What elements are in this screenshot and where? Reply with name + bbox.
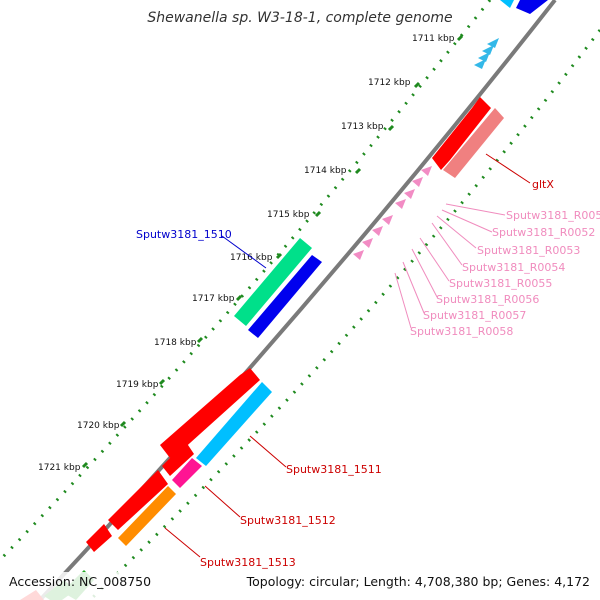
tick-mark xyxy=(314,210,322,218)
trna-leader-lines xyxy=(394,203,506,329)
leader-r0054 xyxy=(431,222,463,266)
cds-red-lower-c[interactable] xyxy=(108,470,168,530)
leader-r0057 xyxy=(402,261,425,314)
tick-label-1711: 1711 kbp xyxy=(412,34,455,44)
tick-mark xyxy=(413,81,421,89)
tick-label-1712: 1712 kbp xyxy=(368,78,411,88)
label-sputw3181-1512: Sputw3181_1512 xyxy=(240,514,336,527)
tick-mark xyxy=(81,461,89,469)
leader-1512 xyxy=(204,485,241,518)
leader-r0055 xyxy=(419,237,450,282)
trna-cluster-top xyxy=(474,38,499,69)
leader-1511 xyxy=(249,435,287,468)
leader-r0056 xyxy=(411,248,438,298)
leader-r0051 xyxy=(445,203,506,216)
tick-label-1719: 1719 kbp xyxy=(116,380,159,390)
label-r0055: Sputw3181_R0055 xyxy=(449,277,552,290)
cds-red-lower-a[interactable] xyxy=(160,368,260,458)
cds-sputw3181-1513[interactable] xyxy=(118,486,176,546)
tick-label-1714: 1714 kbp xyxy=(304,166,347,176)
tick-mark xyxy=(235,294,243,302)
trna-arrow[interactable] xyxy=(404,189,415,199)
leader-1510 xyxy=(221,235,267,269)
tick-mark xyxy=(456,34,464,42)
label-r0057: Sputw3181_R0057 xyxy=(423,309,526,322)
label-r0058: Sputw3181_R0058 xyxy=(410,325,513,338)
footer-backdrop xyxy=(0,572,600,600)
trna-arrow[interactable] xyxy=(482,45,494,55)
cds-teal[interactable] xyxy=(234,238,312,326)
cds-partial-top-cyan[interactable] xyxy=(500,0,514,8)
trna-arrow[interactable] xyxy=(474,59,486,69)
trna-arrow[interactable] xyxy=(353,250,364,260)
cds-gltx[interactable] xyxy=(443,108,504,178)
leader-r0053 xyxy=(436,215,477,249)
trna-arrow[interactable] xyxy=(362,238,373,248)
tick-label-1717: 1717 kbp xyxy=(192,294,235,304)
cds-sputw3181-1511[interactable] xyxy=(196,382,272,466)
tick-mark xyxy=(354,167,362,175)
leader-r0052 xyxy=(441,209,493,233)
trna-arrow[interactable] xyxy=(382,215,393,225)
tick-label-1718: 1718 kbp xyxy=(154,338,197,348)
tick-mark xyxy=(275,252,283,260)
tick-group: 1711 kbp 1712 kbp 1713 kbp 1714 kbp 1715… xyxy=(38,34,464,473)
tick-mark xyxy=(158,378,166,386)
cds-sputw3181-1510[interactable] xyxy=(248,255,322,338)
label-sputw3181-1510: Sputw3181_1510 xyxy=(136,228,232,241)
trna-arrow[interactable] xyxy=(372,226,383,236)
tick-label-1721: 1721 kbp xyxy=(38,463,81,473)
tick-label-1720: 1720 kbp xyxy=(77,421,120,431)
tick-mark xyxy=(387,124,395,132)
label-r0054: Sputw3181_R0054 xyxy=(462,261,565,274)
label-gltx: gltX xyxy=(532,178,554,191)
label-r0052: Sputw3181_R0052 xyxy=(492,226,595,239)
trna-arrow[interactable] xyxy=(487,38,499,48)
tick-label-1715: 1715 kbp xyxy=(267,210,310,220)
leader-gltx xyxy=(485,153,531,184)
cds-sputw3181-1512[interactable] xyxy=(172,458,202,488)
label-r0051: Sputw3181_R0051 xyxy=(506,209,600,222)
label-sputw3181-1511: Sputw3181_1511 xyxy=(286,463,382,476)
trna-arrow[interactable] xyxy=(412,177,423,187)
leader-1513 xyxy=(164,527,201,558)
trna-cluster-pink xyxy=(353,166,432,260)
trna-arrow[interactable] xyxy=(421,166,432,176)
accession-text: Accession: NC_008750 xyxy=(9,574,152,589)
label-r0056: Sputw3181_R0056 xyxy=(436,293,539,306)
label-sputw3181-1513: Sputw3181_1513 xyxy=(200,556,296,569)
cds-red-upper[interactable] xyxy=(432,97,491,170)
map-title: Shewanella sp. W3-18-1, complete genome xyxy=(147,10,453,26)
trna-arrow[interactable] xyxy=(478,52,490,62)
tick-mark xyxy=(119,420,127,428)
cds-partial-top-blue[interactable] xyxy=(516,0,548,14)
tick-label-1713: 1713 kbp xyxy=(341,122,384,132)
cds-red-lower-d[interactable] xyxy=(86,524,112,552)
label-r0053: Sputw3181_R0053 xyxy=(477,244,580,257)
leader-r0058 xyxy=(394,272,412,329)
genome-summary-text: Topology: circular; Length: 4,708,380 bp… xyxy=(246,574,590,589)
cds-red-lower-b[interactable] xyxy=(162,442,194,476)
tick-label-1716: 1716 kbp xyxy=(230,253,273,263)
tick-mark xyxy=(196,336,204,344)
trna-arrow[interactable] xyxy=(395,199,406,209)
